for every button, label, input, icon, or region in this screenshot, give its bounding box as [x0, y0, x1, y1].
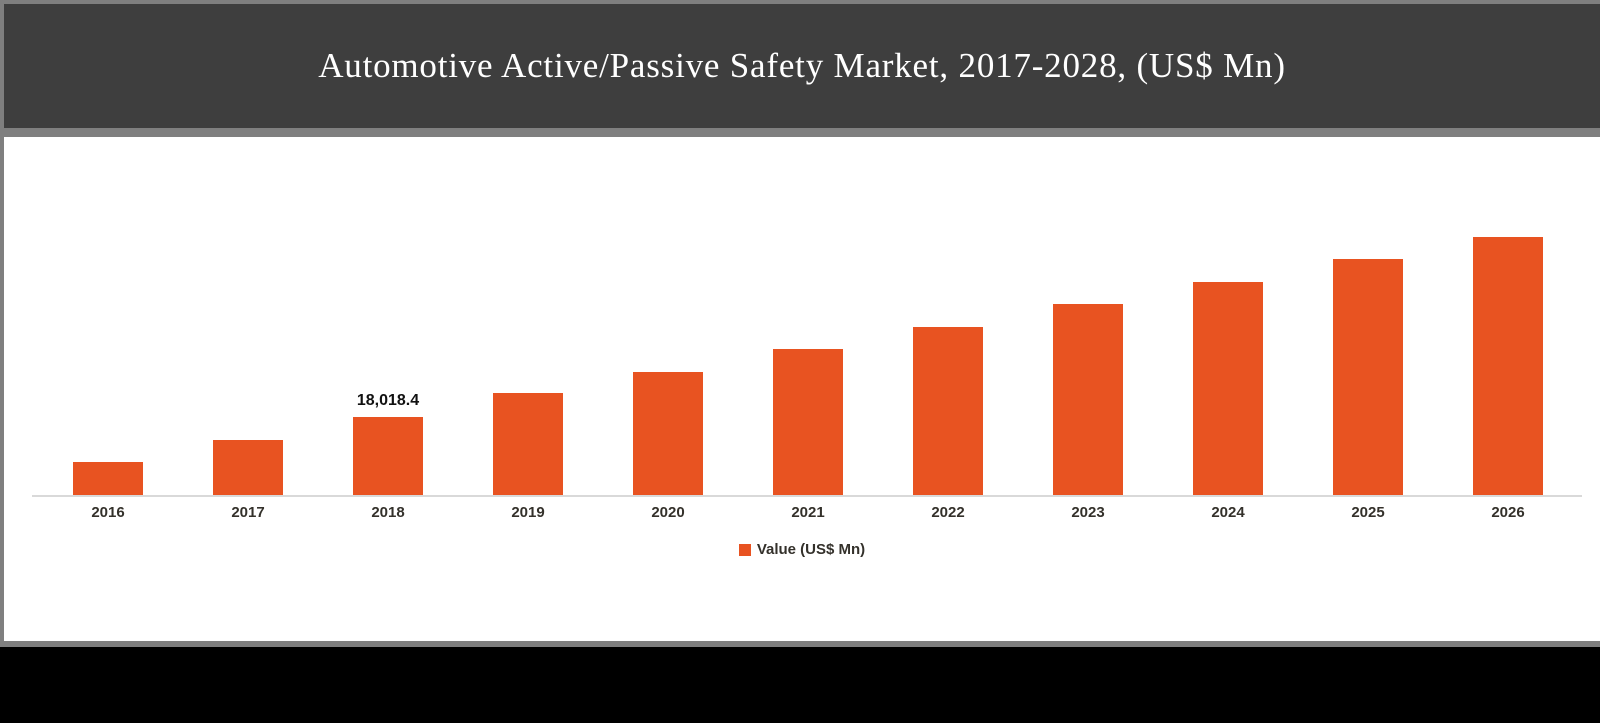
chart-area: 18,018.4 2016 2017 2018 2019 2020 2021 2022 202… — [4, 137, 1600, 641]
bar-slot — [1438, 137, 1578, 496]
x-axis-label-2016: 2016 — [91, 504, 125, 521]
legend-swatch — [738, 543, 751, 556]
x-axis-label-2023: 2023 — [1071, 504, 1105, 521]
chart-title: Automotive Active/Passive Safety Market,… — [318, 46, 1286, 85]
bar-2019 — [493, 393, 563, 496]
bar-2016 — [73, 462, 143, 496]
bar-slot — [38, 137, 178, 496]
x-axis-label-2020: 2020 — [651, 504, 685, 521]
bar-slot — [1158, 137, 1298, 496]
chart-header: Automotive Active/Passive Safety Market,… — [4, 4, 1600, 128]
bar-slot — [1018, 137, 1158, 496]
bar-2023 — [1053, 304, 1123, 496]
bar-2024 — [1193, 282, 1263, 496]
bar-2025 — [1333, 259, 1403, 496]
bar-slot — [598, 137, 738, 496]
legend-label: Value (US$ Mn) — [756, 541, 866, 558]
bar-value-label: 18,018.4 — [356, 392, 420, 409]
bar-2017 — [213, 440, 283, 496]
x-axis-label-2021: 2021 — [791, 504, 825, 521]
bar-slot — [738, 137, 878, 496]
bar-slot: 18,018.4 — [318, 137, 458, 496]
x-axis-label-2017: 2017 — [231, 504, 265, 521]
bar-slot — [1298, 137, 1438, 496]
x-axis-label-2024: 2024 — [1211, 504, 1245, 521]
x-axis-label-2018: 2018 — [371, 504, 405, 521]
x-axis-label-2019: 2019 — [511, 504, 545, 521]
legend: Value (US$ Mn) — [4, 541, 1600, 558]
x-axis-labels: 2016 2017 2018 2019 2020 2021 2022 2023 2024 2025… — [38, 504, 1578, 521]
x-axis-label-2026: 2026 — [1491, 504, 1525, 521]
bar-slot — [458, 137, 598, 496]
footer-bar — [0, 647, 1600, 723]
bar-2026 — [1473, 237, 1543, 496]
bar-2022 — [913, 327, 983, 496]
x-axis-label-2022: 2022 — [931, 504, 965, 521]
x-axis-line — [32, 495, 1582, 497]
bar-2020 — [633, 372, 703, 496]
bar-2021 — [773, 349, 843, 496]
bar-plot: 18,018.4 — [38, 137, 1578, 496]
slide-frame: Automotive Active/Passive Safety Market,… — [0, 0, 1600, 647]
bar-2018 — [353, 417, 423, 496]
bar-slot — [878, 137, 1018, 496]
x-axis-label-2025: 2025 — [1351, 504, 1385, 521]
bar-slot — [178, 137, 318, 496]
